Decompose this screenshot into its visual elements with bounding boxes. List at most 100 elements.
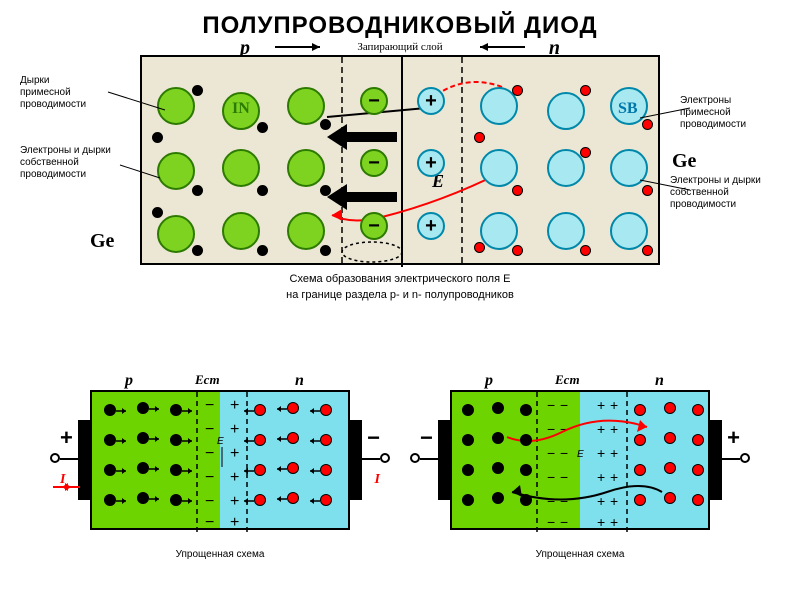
electron-dot	[642, 185, 653, 196]
n-impurity-circle	[547, 149, 585, 187]
hole-dot	[257, 245, 268, 256]
hole-dot	[104, 434, 116, 446]
top-rect: E −−− +++ IN SB	[140, 55, 660, 265]
hole-dot	[492, 462, 504, 474]
hole-dot	[192, 245, 203, 256]
hole-dot	[492, 402, 504, 414]
hole-dot	[492, 432, 504, 444]
electron-dot	[642, 245, 653, 256]
hole-dot	[104, 494, 116, 506]
hole-dot	[170, 434, 182, 446]
in-label: IN	[232, 100, 250, 118]
p-label-br: p	[485, 372, 493, 390]
p-impurity-circle	[287, 87, 325, 125]
electron-dot	[580, 245, 591, 256]
hole-dot	[152, 207, 163, 218]
hole-dot	[104, 464, 116, 476]
top-diagram: p Запирающий слой n E	[140, 55, 660, 290]
electron-dot	[642, 119, 653, 130]
hole-dot	[104, 404, 116, 416]
electron-dot	[512, 185, 523, 196]
electron-dot	[580, 147, 591, 158]
hole-dot	[257, 185, 268, 196]
electron-dot	[287, 402, 299, 414]
n-impurity-circle	[610, 212, 648, 250]
eh-intrinsic-left-label: Электроны и дырки собственной проводимос…	[20, 145, 130, 181]
plus-ion: +	[417, 87, 445, 115]
p-impurity-circle	[157, 87, 195, 125]
electron-dot	[664, 402, 676, 414]
caption-br: Упрощенная схема	[415, 549, 745, 560]
caption2: на границе раздела p- и n- полупроводник…	[140, 289, 660, 301]
electron-dot	[512, 245, 523, 256]
electron-dot	[580, 85, 591, 96]
hole-dot	[462, 404, 474, 416]
hole-dot	[462, 494, 474, 506]
electron-dot	[254, 494, 266, 506]
bottom-left-diagram: p Eст n + I − I −−−−−− ++++++	[55, 370, 385, 540]
electron-dot	[634, 434, 646, 446]
hole-dot	[137, 462, 149, 474]
hole-dot	[170, 464, 182, 476]
hole-dot	[492, 492, 504, 504]
hole-dot	[520, 404, 532, 416]
hole-dot	[137, 492, 149, 504]
bottom-right-diagram: p Eст n − + −− −− −− −− −− −− ++	[415, 370, 745, 540]
minus-ion: −	[360, 87, 388, 115]
hole-dot	[137, 432, 149, 444]
hole-dot	[520, 434, 532, 446]
plus-ion: +	[417, 212, 445, 240]
electron-dot	[664, 462, 676, 474]
n-impurity-circle	[480, 149, 518, 187]
p-impurity-circle	[287, 149, 325, 187]
hole-dot	[170, 494, 182, 506]
minus-ion: −	[360, 149, 388, 177]
n-impurity-circle	[610, 149, 648, 187]
electron-dot	[320, 434, 332, 446]
eh-intrinsic-right-label: Электроны и дырки собственной проводимос…	[670, 175, 780, 211]
electron-dot	[692, 464, 704, 476]
electron-dot	[664, 432, 676, 444]
electron-dot	[287, 492, 299, 504]
p-impurity-circle	[157, 152, 195, 190]
hole-dot	[170, 404, 182, 416]
hole-dot	[320, 119, 331, 130]
electron-dot	[320, 464, 332, 476]
electron-dot	[254, 464, 266, 476]
electron-dot	[634, 404, 646, 416]
hole-dot	[320, 185, 331, 196]
electron-dot	[474, 242, 485, 253]
est-label-br: Eст	[555, 372, 580, 388]
n-impurity-circle	[547, 92, 585, 130]
p-impurity-circle	[157, 215, 195, 253]
electron-dot	[320, 494, 332, 506]
locking-layer-label: Запирающий слой	[357, 41, 442, 53]
minus-terminal-br: −	[420, 425, 433, 451]
electron-dot	[634, 494, 646, 506]
holes-impurity-label: Дырки примесной проводимости	[20, 75, 120, 111]
p-impurity-circle	[287, 212, 325, 250]
electron-dot	[287, 462, 299, 474]
n-impurity-circle	[480, 212, 518, 250]
sb-label: SB	[618, 100, 638, 118]
i-label-bl2: I	[375, 472, 380, 488]
ge-right: Ge	[672, 150, 696, 173]
electron-dot	[254, 434, 266, 446]
plus-terminal-br: +	[727, 425, 740, 451]
electron-dot	[664, 492, 676, 504]
i-label-bl1: I	[60, 472, 65, 488]
electron-dot	[692, 434, 704, 446]
minus-terminal-bl: −	[367, 425, 380, 451]
hole-dot	[152, 132, 163, 143]
plus-terminal-bl: +	[60, 425, 73, 451]
hole-dot	[192, 85, 203, 96]
electron-dot	[512, 85, 523, 96]
n-label-bl: n	[295, 372, 304, 390]
hole-dot	[520, 494, 532, 506]
electron-dot	[692, 494, 704, 506]
est-label-bl: Eст	[195, 372, 220, 388]
p-impurity-circle	[222, 212, 260, 250]
caption-bl: Упрощенная схема	[55, 549, 385, 560]
electron-dot	[692, 404, 704, 416]
main-title: ПОЛУПРОВОДНИКОВЫЙ ДИОД	[0, 0, 800, 40]
